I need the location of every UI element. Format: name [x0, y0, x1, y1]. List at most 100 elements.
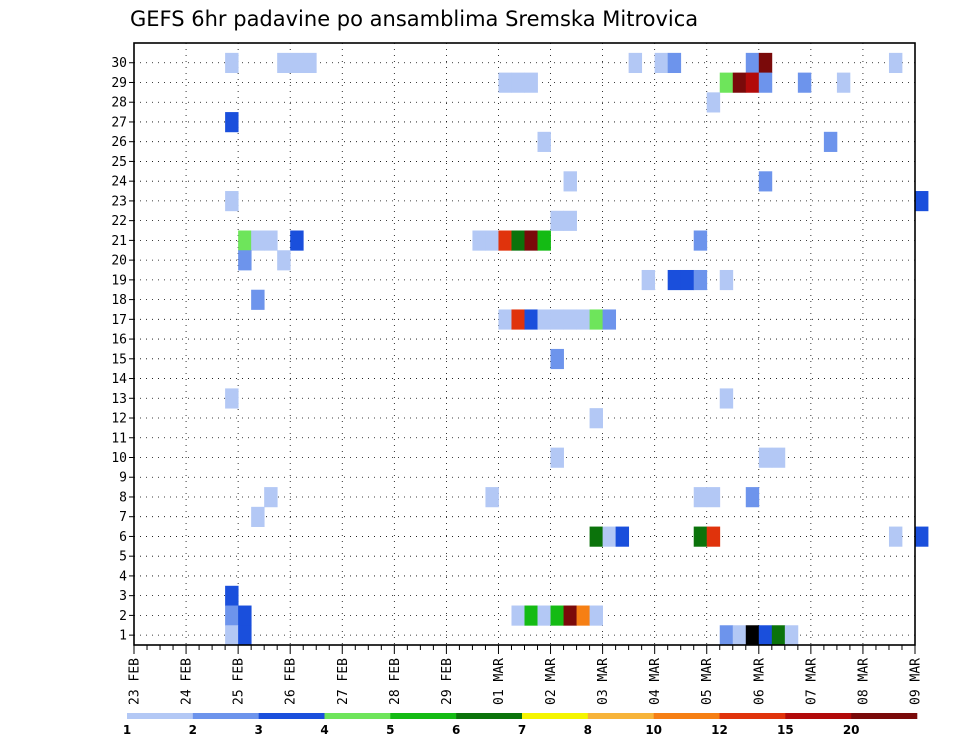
cell-75	[888, 526, 903, 547]
cell-13	[719, 72, 734, 93]
cell-77	[225, 585, 239, 606]
y-tick-label-4: 4	[119, 569, 127, 584]
y-tick-label-18: 18	[111, 293, 127, 308]
cell-37	[524, 230, 538, 251]
cell-49	[511, 309, 525, 330]
cell-61	[550, 447, 564, 468]
colorbar-label-20: 20	[843, 723, 860, 737]
cell-28	[563, 210, 577, 231]
y-tick-label-30: 30	[111, 56, 127, 71]
colorbar-swatch-9	[719, 713, 786, 719]
grid-lines	[133, 43, 916, 645]
cell-90	[732, 625, 747, 646]
colorbar-label-10: 10	[645, 723, 662, 737]
cell-74	[706, 526, 721, 547]
cell-82	[537, 605, 551, 626]
cell-58	[225, 388, 239, 409]
cell-40	[238, 250, 252, 271]
cell-12	[524, 72, 538, 93]
cell-71	[602, 526, 617, 547]
cell-86	[589, 605, 603, 626]
cell-79	[238, 605, 252, 626]
cell-94	[784, 625, 799, 646]
cell-3	[303, 52, 317, 74]
colorbar-label-15: 15	[777, 723, 794, 737]
cell-84	[563, 605, 577, 626]
y-tick-label-28: 28	[111, 96, 127, 111]
ensemble-cells	[225, 52, 929, 646]
cell-23	[563, 171, 577, 192]
plot-frame	[133, 42, 916, 646]
y-tick-label-9: 9	[119, 471, 127, 486]
cell-17	[797, 72, 812, 93]
y-tick-label-20: 20	[111, 254, 127, 269]
colorbar-swatch-2	[258, 713, 325, 719]
x-tick-label-6: 29 FEB	[440, 658, 455, 705]
cell-36	[511, 230, 525, 251]
cell-19	[706, 92, 721, 113]
cell-31	[264, 230, 278, 251]
x-tick-label-9: 03 MAR	[596, 658, 611, 705]
colorbar-swatch-1	[192, 713, 259, 719]
cell-20	[225, 112, 239, 133]
cell-52	[550, 309, 564, 330]
y-tick-label-8: 8	[119, 490, 127, 505]
y-tick-label-15: 15	[111, 352, 127, 367]
cell-67	[706, 487, 721, 508]
cell-83	[550, 605, 564, 626]
cell-4	[628, 52, 643, 74]
cell-22	[823, 131, 838, 152]
cell-88	[238, 625, 252, 646]
cell-47	[251, 289, 265, 310]
cell-38	[537, 230, 551, 251]
cell-43	[667, 269, 682, 291]
x-tick-label-15: 09 MAR	[909, 658, 924, 705]
cell-46	[719, 269, 734, 291]
cell-85	[576, 605, 590, 626]
y-tick-label-13: 13	[111, 392, 127, 407]
cell-69	[251, 506, 265, 527]
colorbar-swatch-11	[851, 713, 918, 719]
cell-26	[915, 191, 929, 212]
cell-39	[693, 230, 708, 251]
x-tick-label-12: 06 MAR	[752, 658, 767, 705]
x-tick-label-11: 05 MAR	[700, 658, 715, 705]
cell-57	[550, 348, 564, 370]
y-tick-label-7: 7	[119, 510, 127, 525]
colorbar-swatch-10	[785, 713, 852, 719]
y-tick-label-1: 1	[119, 629, 127, 644]
cell-27	[550, 210, 564, 231]
y-tick-label-2: 2	[119, 609, 127, 624]
cell-73	[693, 526, 708, 547]
cell-29	[238, 230, 252, 251]
y-tick-label-16: 16	[111, 333, 127, 348]
y-tick-label-11: 11	[111, 431, 127, 446]
x-tick-label-0: 23 FEB	[128, 658, 143, 705]
cell-21	[537, 131, 551, 152]
y-tick-label-22: 22	[111, 214, 127, 229]
cell-80	[511, 605, 525, 626]
cell-78	[225, 605, 239, 626]
cell-33	[472, 230, 486, 251]
cell-76	[915, 526, 929, 547]
colorbar-label-12: 12	[711, 723, 728, 737]
colorbar-label-1: 1	[123, 723, 131, 737]
y-tick-label-25: 25	[111, 155, 127, 170]
y-tick-label-29: 29	[111, 76, 127, 91]
cell-65	[485, 487, 499, 508]
cell-92	[758, 625, 773, 646]
colorbar-swatch-6	[522, 713, 589, 719]
cell-59	[719, 388, 734, 409]
x-tick-label-14: 08 MAR	[856, 658, 871, 705]
cell-81	[524, 605, 538, 626]
cell-60	[589, 408, 603, 429]
cell-30	[251, 230, 265, 251]
cell-93	[771, 625, 786, 646]
cell-53	[563, 309, 577, 330]
cell-7	[745, 52, 760, 74]
cell-45	[693, 269, 708, 291]
y-tick-label-3: 3	[119, 589, 127, 604]
cell-91	[745, 625, 760, 646]
cell-66	[693, 487, 708, 508]
cell-32	[290, 230, 304, 251]
